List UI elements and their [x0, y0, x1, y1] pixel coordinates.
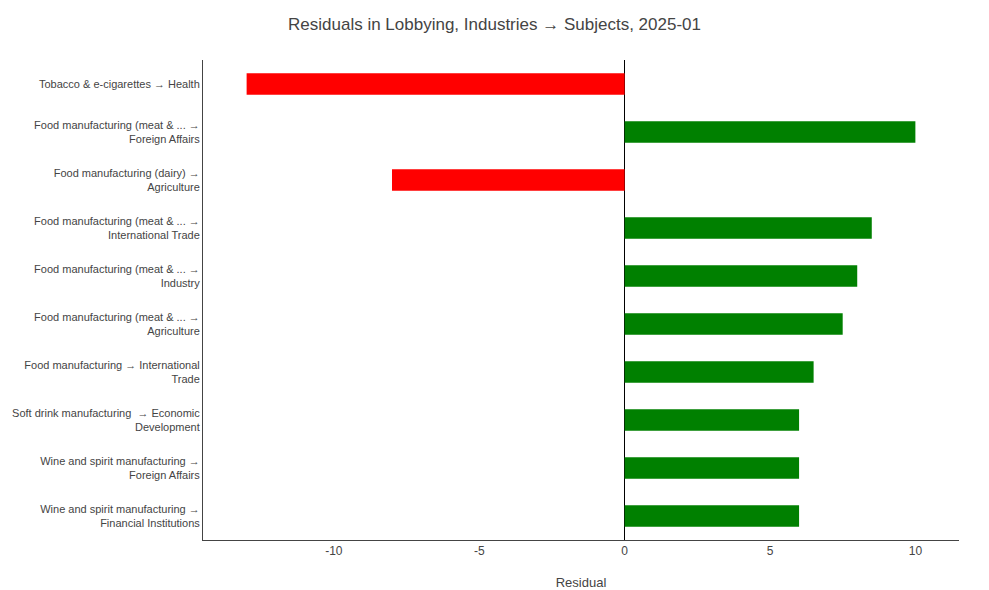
svg-text:Residuals in Lobbying, Industr: Residuals in Lobbying, Industries → Subj…: [288, 15, 701, 34]
svg-text:-5: -5: [474, 544, 485, 558]
svg-text:5: 5: [767, 544, 774, 558]
svg-text:-10: -10: [325, 544, 343, 558]
svg-text:Wine and spirit manufacturing: Wine and spirit manufacturing →Financial…: [40, 503, 200, 529]
svg-text:Food manufacturing (meat & ...: Food manufacturing (meat & ... →Industry: [34, 263, 200, 289]
svg-text:Food manufacturing (dairy) →Ag: Food manufacturing (dairy) →Agriculture: [54, 167, 200, 193]
svg-text:Food manufacturing (meat & ...: Food manufacturing (meat & ... →Agricult…: [34, 311, 200, 337]
svg-text:10: 10: [909, 544, 923, 558]
svg-text:Residual: Residual: [556, 575, 607, 590]
svg-text:Tobacco & e-cigarettes → Healt: Tobacco & e-cigarettes → Health: [39, 78, 200, 90]
svg-text:Wine and spirit manufacturing: Wine and spirit manufacturing →Foreign A…: [40, 455, 200, 481]
svg-text:Food manufacturing (meat & ...: Food manufacturing (meat & ... →Internat…: [34, 215, 200, 241]
svg-text:Soft drink manufacturing → Ec: Soft drink manufacturing → EconomicDevel…: [12, 407, 200, 433]
svg-text:0: 0: [621, 544, 628, 558]
svg-text:Food manufacturing (meat & ...: Food manufacturing (meat & ... →Foreign …: [34, 119, 200, 145]
svg-text:Food manufacturing → Internati: Food manufacturing → InternationalTrade: [24, 359, 200, 385]
